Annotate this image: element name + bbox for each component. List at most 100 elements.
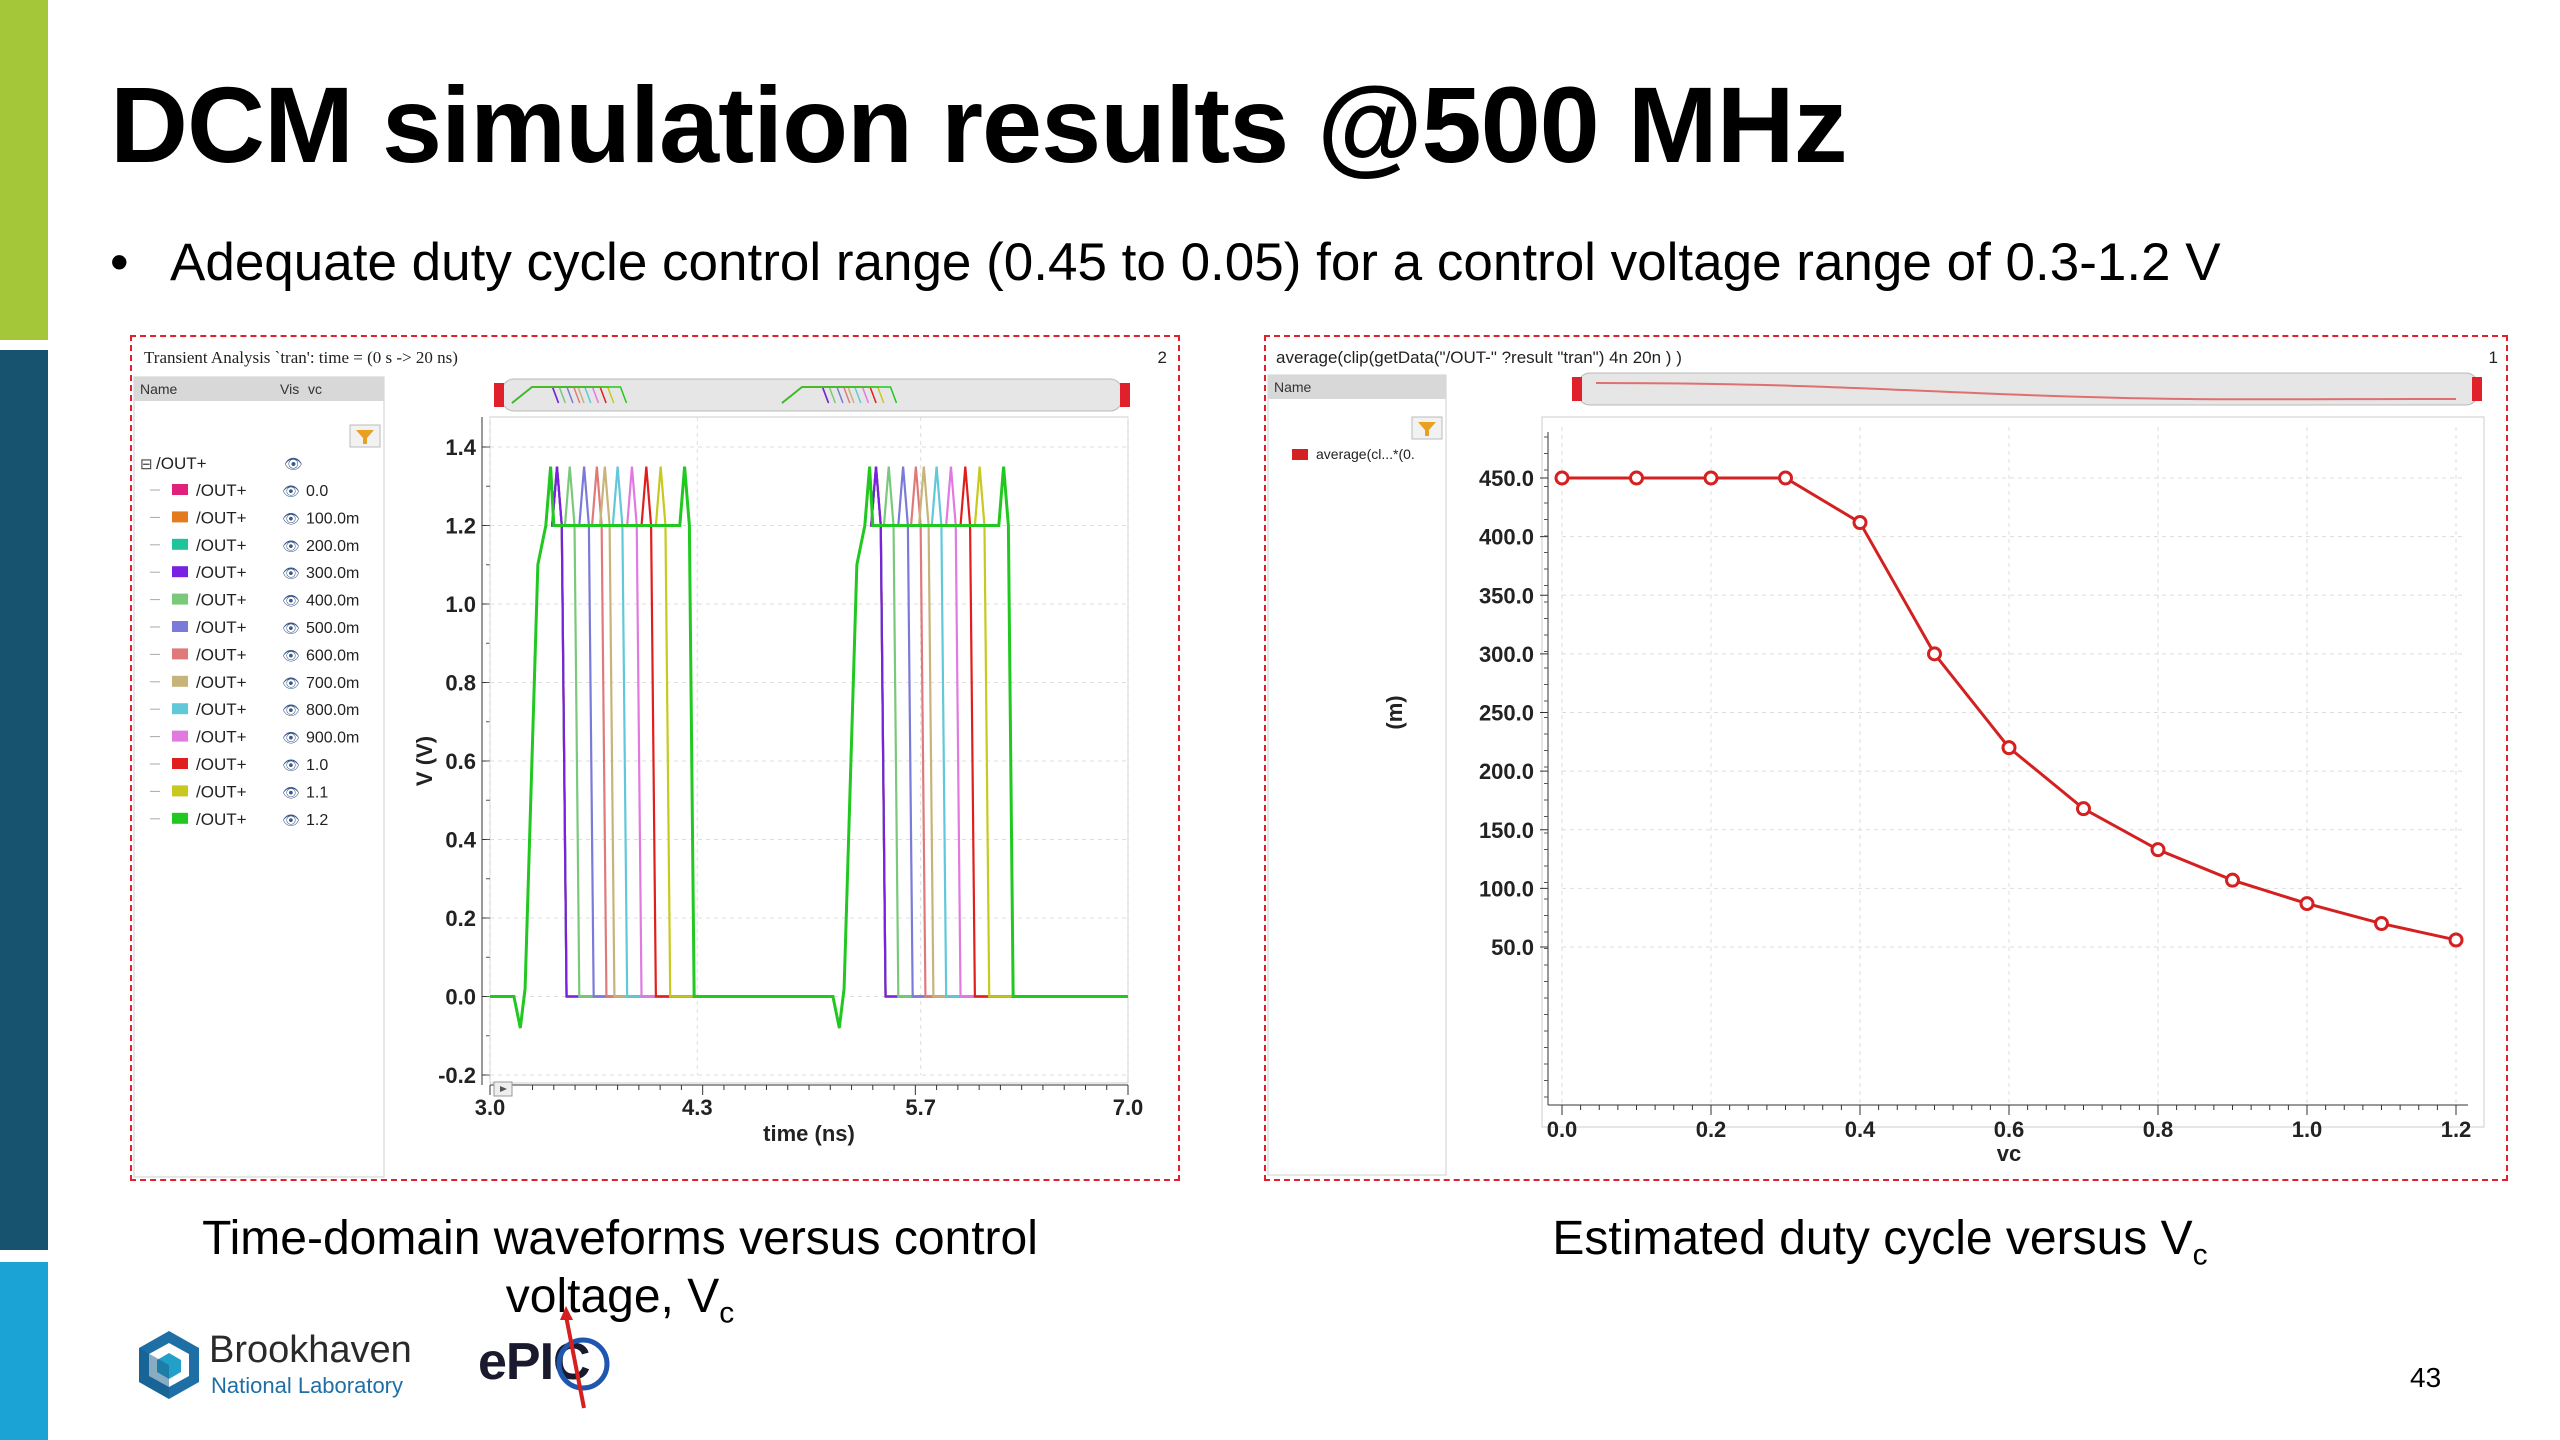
visibility-eye-icon[interactable]: 👁 bbox=[282, 757, 300, 773]
legend-signal-name: /OUT+ bbox=[196, 782, 247, 801]
group-collapse-icon[interactable]: ⊟ bbox=[140, 456, 153, 473]
duty-x-axis-label: vc bbox=[1997, 1141, 2021, 1166]
duty-x-tick-label: 0.4 bbox=[1845, 1117, 1876, 1142]
epic-emblem-icon bbox=[556, 1306, 610, 1409]
duty-data-point bbox=[1629, 470, 1644, 486]
duty-legend-label: average(cl...*(0. bbox=[1316, 446, 1415, 462]
duty-overview-left-arrow[interactable] bbox=[1572, 377, 1582, 401]
legend-row[interactable]: /OUT+ 👁 600.0m bbox=[150, 645, 359, 664]
y-tick-label: 0.8 bbox=[445, 671, 476, 696]
legend-vc-value: 800.0m bbox=[306, 702, 359, 719]
legend-vc-value: 700.0m bbox=[306, 675, 359, 692]
x-tick-label: 5.7 bbox=[905, 1095, 936, 1120]
visibility-eye-icon[interactable]: 👁 bbox=[282, 620, 300, 636]
duty-x-tick-label: 1.0 bbox=[2292, 1117, 2323, 1142]
visibility-eye-icon[interactable]: 👁 bbox=[282, 730, 300, 746]
duty-x-tick-label: 0.0 bbox=[1547, 1117, 1578, 1142]
legend-row[interactable]: /OUT+ 👁 900.0m bbox=[150, 728, 359, 747]
y-tick-label: 0.4 bbox=[445, 828, 476, 853]
bnl-name: Brookhaven bbox=[209, 1329, 412, 1371]
legend-swatch bbox=[172, 621, 188, 632]
group-label: /OUT+ bbox=[156, 454, 207, 473]
bullet-item: • Adequate duty cycle control range (0.45… bbox=[110, 232, 2221, 293]
visibility-eye-icon[interactable]: 👁 bbox=[282, 538, 300, 554]
visibility-eye-icon[interactable]: 👁 bbox=[282, 593, 300, 609]
legend-row[interactable]: /OUT+ 👁 800.0m bbox=[150, 700, 359, 719]
visibility-eye-icon[interactable]: 👁 bbox=[282, 675, 300, 691]
duty-data-point bbox=[1927, 646, 1942, 662]
duty-header-num: 1 bbox=[2489, 348, 2498, 367]
legend-col-vc: vc bbox=[308, 381, 322, 397]
visibility-eye-icon[interactable]: 👁 bbox=[282, 565, 300, 581]
overview-right-arrow[interactable] bbox=[1120, 383, 1130, 407]
legend-pane bbox=[133, 376, 385, 1178]
visibility-eye-icon[interactable]: 👁 bbox=[282, 702, 300, 718]
legend-signal-name: /OUT+ bbox=[196, 728, 247, 747]
page-number: 43 bbox=[2410, 1362, 2442, 1393]
legend-swatch bbox=[172, 730, 188, 742]
legend-swatch bbox=[172, 648, 188, 660]
duty-filter-icon[interactable] bbox=[1411, 416, 1443, 440]
legend-swatch bbox=[172, 675, 188, 687]
y-tick-label: 1.2 bbox=[445, 514, 476, 539]
waveform-viewer: Transient Analysis `tran': time = (0 s -… bbox=[133, 348, 1167, 1178]
sidebar-bar-green bbox=[0, 0, 48, 340]
legend-row[interactable]: /OUT+ 👁 500.0m bbox=[150, 618, 359, 637]
legend-vc-value: 100.0m bbox=[306, 510, 359, 527]
bullet-dot: • bbox=[110, 233, 129, 292]
x-tick-label: 4.3 bbox=[682, 1095, 713, 1120]
duty-data-point bbox=[1554, 470, 1570, 486]
legend-row[interactable]: /OUT+ 👁 100.0m bbox=[150, 508, 359, 527]
legend-swatch bbox=[172, 593, 188, 605]
filter-icon[interactable] bbox=[349, 424, 381, 448]
legend-row[interactable]: /OUT+ 👁 1.0 bbox=[150, 755, 328, 774]
duty-y-tick-label: 50.0 bbox=[1491, 935, 1534, 960]
visibility-eye-icon[interactable]: 👁 bbox=[282, 647, 300, 663]
y-axis-label: V (V) bbox=[412, 736, 437, 786]
visibility-eye-icon[interactable]: 👁 bbox=[282, 812, 300, 828]
group-visibility-icon[interactable]: 👁 bbox=[284, 456, 303, 473]
legend-row[interactable]: /OUT+ 👁 300.0m bbox=[150, 563, 359, 582]
visibility-eye-icon[interactable]: 👁 bbox=[282, 510, 300, 526]
legend-vc-value: 1.0 bbox=[306, 757, 328, 774]
legend-swatch bbox=[172, 484, 188, 495]
legend-row[interactable]: /OUT+ 👁 1.1 bbox=[150, 782, 328, 801]
legend-row[interactable]: /OUT+ 👁 400.0m bbox=[150, 591, 359, 610]
bnl-logo: Brookhaven National Laboratory bbox=[135, 1325, 455, 1405]
legend-vc-value: 900.0m bbox=[306, 730, 359, 747]
bnl-subtitle: National Laboratory bbox=[211, 1373, 404, 1398]
legend-swatch bbox=[172, 785, 188, 797]
overview-left-arrow[interactable] bbox=[494, 383, 504, 407]
sidebar-bar-teal bbox=[0, 350, 48, 1250]
duty-overview-right-arrow[interactable] bbox=[2472, 377, 2482, 401]
duty-data-point bbox=[2374, 916, 2389, 932]
duty-x-tick-label: 1.2 bbox=[2441, 1117, 2472, 1142]
legend-row[interactable]: /OUT+ 👁 0.0 bbox=[150, 481, 328, 500]
duty-x-tick-label: 0.8 bbox=[2143, 1117, 2174, 1142]
duty-overview-thumbnail bbox=[1595, 382, 2457, 401]
duty-y-axis-label: (m) bbox=[1382, 695, 1407, 729]
duty-y-tick-label: 450.0 bbox=[1479, 466, 1534, 491]
waveform-caption: Time-domain waveforms versus control vol… bbox=[160, 1210, 1080, 1343]
duty-cycle-viewer: average(clip(getData("/OUT-" ?result "tr… bbox=[1267, 348, 2498, 1176]
legend-swatch bbox=[172, 703, 188, 715]
duty-legend-item[interactable]: average(cl...*(0. bbox=[1292, 446, 1415, 462]
bullet-text: Adequate duty cycle control range (0.45 … bbox=[170, 233, 2221, 292]
duty-header: average(clip(getData("/OUT-" ?result "tr… bbox=[1276, 348, 1682, 367]
y-tick-label: -0.2 bbox=[438, 1063, 476, 1088]
legend-signal-name: /OUT+ bbox=[196, 591, 247, 610]
legend-vc-value: 600.0m bbox=[306, 647, 359, 664]
legend-vc-value: 1.2 bbox=[306, 812, 328, 829]
visibility-eye-icon[interactable]: 👁 bbox=[282, 483, 300, 499]
legend-row[interactable]: /OUT+ 👁 200.0m bbox=[150, 536, 359, 555]
visibility-eye-icon[interactable]: 👁 bbox=[282, 784, 300, 800]
legend-vc-value: 500.0m bbox=[306, 620, 359, 637]
waveform-panel: Transient Analysis `tran': time = (0 s -… bbox=[130, 335, 1180, 1181]
legend-row[interactable]: /OUT+ 👁 1.2 bbox=[150, 810, 328, 829]
duty-overview-scrollbar[interactable] bbox=[1577, 372, 2479, 406]
x-tick-label: 3.0 bbox=[475, 1095, 506, 1120]
legend-row[interactable]: /OUT+ 👁 700.0m bbox=[150, 673, 359, 692]
legend-signal-name: /OUT+ bbox=[196, 563, 247, 582]
plot-corner-button[interactable] bbox=[493, 1081, 513, 1097]
sidebar-bar-blue bbox=[0, 1262, 48, 1440]
